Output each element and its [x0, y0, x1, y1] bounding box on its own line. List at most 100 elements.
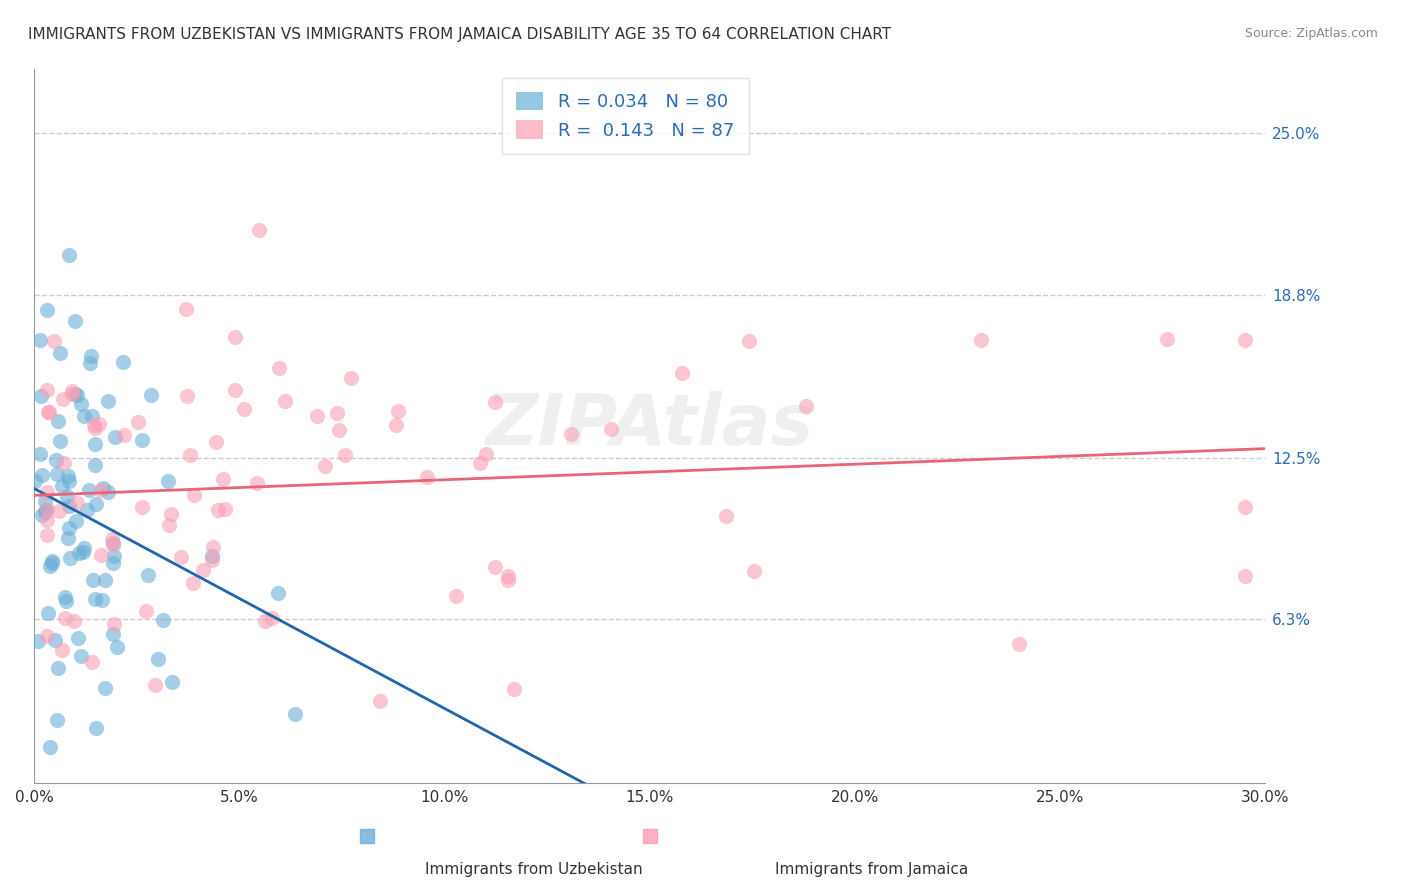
Point	[41, 554, 63, 568]
Point	[204, 434, 226, 449]
Point	[170, 549, 193, 564]
Point	[103, 626, 125, 640]
Point	[136, 567, 159, 582]
Point	[45, 467, 67, 482]
Point	[211, 472, 233, 486]
Point	[77, 483, 100, 497]
Point	[94, 573, 117, 587]
Point	[35, 303, 58, 318]
Point	[105, 640, 128, 654]
Point	[60, 387, 83, 401]
Point	[498, 573, 520, 587]
Point	[44, 334, 66, 349]
Point	[224, 330, 246, 344]
Point	[31, 508, 53, 522]
Point	[139, 388, 162, 402]
Point	[274, 393, 297, 408]
Point	[27, 633, 49, 648]
Point	[214, 502, 236, 516]
Point	[284, 707, 307, 722]
Point	[48, 660, 70, 674]
Point	[70, 648, 93, 663]
Point	[34, 505, 56, 519]
Point	[90, 548, 112, 562]
Point	[49, 346, 72, 360]
Point	[191, 563, 214, 577]
Point	[314, 458, 336, 473]
Point	[1156, 332, 1178, 346]
Point	[101, 556, 124, 570]
Point	[340, 370, 363, 384]
Point	[84, 458, 107, 472]
Point	[970, 333, 993, 347]
Point	[53, 590, 76, 604]
Point	[94, 681, 117, 696]
Point	[80, 656, 103, 670]
Point	[325, 406, 347, 420]
Point	[112, 428, 135, 442]
Point	[233, 401, 256, 416]
Point	[63, 387, 86, 401]
Point	[30, 389, 52, 403]
Point	[444, 589, 467, 603]
Point	[260, 611, 283, 625]
Point	[35, 629, 58, 643]
Point	[73, 541, 96, 556]
Point	[470, 456, 492, 470]
Point	[90, 483, 112, 498]
Point	[31, 468, 53, 483]
Point	[224, 384, 246, 398]
Point	[671, 367, 693, 381]
Point	[24, 474, 46, 488]
Point	[55, 594, 77, 608]
Point	[37, 606, 59, 620]
Point	[30, 447, 52, 461]
Point	[76, 503, 98, 517]
Point	[58, 520, 80, 534]
Point	[415, 470, 437, 484]
Point	[91, 593, 114, 607]
Point	[247, 223, 270, 237]
Point	[83, 418, 105, 433]
Point	[44, 633, 66, 648]
Point	[101, 532, 124, 546]
Point	[49, 434, 72, 449]
Point	[35, 527, 58, 541]
Point	[46, 713, 69, 727]
Point	[484, 394, 506, 409]
Point	[35, 513, 58, 527]
Point	[1233, 333, 1256, 347]
Point	[65, 514, 87, 528]
Point	[45, 452, 67, 467]
Point	[41, 557, 63, 571]
Point	[35, 485, 58, 500]
Point	[160, 675, 183, 690]
Point	[60, 384, 83, 398]
Point	[1233, 500, 1256, 514]
Point	[97, 484, 120, 499]
Point	[101, 538, 124, 552]
Point	[328, 423, 350, 437]
Point	[156, 474, 179, 488]
Point	[160, 507, 183, 521]
Legend: R = 0.034   N = 80, R =  0.143   N = 87: R = 0.034 N = 80, R = 0.143 N = 87	[502, 78, 748, 154]
Point	[183, 488, 205, 502]
Point	[103, 549, 125, 563]
Point	[84, 721, 107, 735]
Point	[1007, 637, 1029, 651]
Point	[384, 418, 406, 433]
Point	[599, 422, 621, 436]
Text: IMMIGRANTS FROM UZBEKISTAN VS IMMIGRANTS FROM JAMAICA DISABILITY AGE 35 TO 64 CO: IMMIGRANTS FROM UZBEKISTAN VS IMMIGRANTS…	[28, 27, 891, 42]
Point	[67, 632, 90, 646]
Point	[159, 517, 181, 532]
Point	[496, 568, 519, 582]
Point	[148, 652, 170, 666]
Point	[34, 494, 56, 508]
Point	[152, 613, 174, 627]
Point	[179, 448, 201, 462]
Point	[70, 397, 93, 411]
Point	[742, 564, 765, 578]
Point	[484, 560, 506, 574]
Point	[368, 693, 391, 707]
Point	[56, 468, 79, 483]
